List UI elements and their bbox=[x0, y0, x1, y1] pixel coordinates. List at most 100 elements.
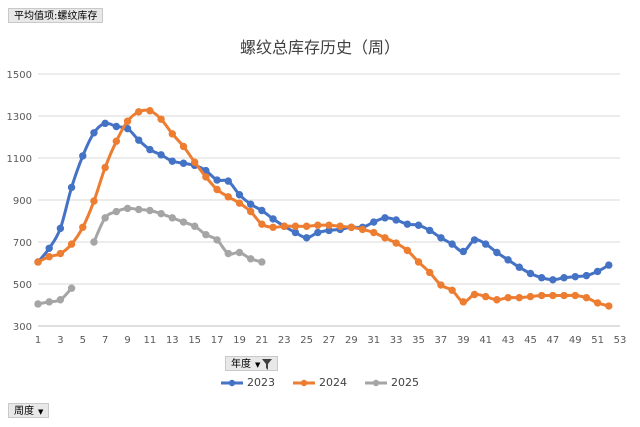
data-point-2024 bbox=[526, 292, 535, 301]
data-point-2023 bbox=[526, 269, 535, 278]
data-point-2024 bbox=[112, 137, 121, 145]
data-point-2024 bbox=[56, 249, 65, 258]
data-point-2024 bbox=[504, 293, 512, 302]
data-point-2025 bbox=[135, 205, 143, 214]
data-point-2023 bbox=[493, 248, 501, 257]
data-point-2023 bbox=[537, 274, 546, 282]
week-filter-button[interactable]: 周度 ▼ bbox=[8, 403, 50, 418]
data-point-2024 bbox=[459, 298, 468, 306]
data-point-2023 bbox=[235, 191, 244, 199]
data-point-2023 bbox=[56, 224, 65, 233]
data-point-2024 bbox=[79, 223, 87, 232]
data-point-2024 bbox=[101, 163, 109, 172]
data-point-2023 bbox=[101, 119, 109, 128]
x-tick-label: 7 bbox=[102, 335, 108, 346]
y-tick-label: 1300 bbox=[7, 112, 32, 123]
data-point-2024 bbox=[224, 193, 232, 201]
data-point-2024 bbox=[605, 302, 613, 310]
data-point-2024 bbox=[437, 281, 445, 289]
pivot-value-field-button[interactable]: 平均值项:螺纹库存 bbox=[8, 8, 104, 23]
x-tick-label: 23 bbox=[278, 335, 291, 346]
data-point-2024 bbox=[291, 222, 300, 230]
x-tick-label: 33 bbox=[390, 335, 403, 346]
x-tick-label: 3 bbox=[57, 335, 63, 346]
legend-item-2025: 2025 bbox=[365, 376, 419, 389]
pivot-value-field-label: 平均值项:螺纹库存 bbox=[14, 11, 98, 22]
data-point-2023 bbox=[582, 271, 591, 280]
data-point-2024 bbox=[190, 158, 199, 166]
data-point-2023 bbox=[426, 226, 434, 235]
data-point-2024 bbox=[582, 293, 591, 302]
data-point-2024 bbox=[123, 117, 132, 125]
data-point-2023 bbox=[515, 263, 523, 271]
dropdown-arrow-icon: ▼ bbox=[38, 408, 44, 416]
y-tick-label: 1500 bbox=[7, 70, 32, 81]
legend-marker-icon bbox=[365, 379, 387, 386]
series-line-2023 bbox=[36, 121, 610, 282]
legend-label: 2025 bbox=[391, 376, 419, 389]
data-point-2023 bbox=[79, 152, 87, 160]
data-point-2024 bbox=[593, 299, 602, 307]
data-point-2023 bbox=[381, 214, 389, 222]
x-tick-label: 19 bbox=[233, 335, 246, 346]
data-point-2023 bbox=[392, 216, 400, 224]
data-point-2023 bbox=[67, 183, 76, 192]
x-tick-label: 41 bbox=[479, 335, 492, 346]
data-point-2025 bbox=[258, 258, 266, 266]
data-point-2023 bbox=[414, 221, 423, 229]
data-point-2024 bbox=[470, 290, 479, 299]
data-point-2025 bbox=[34, 300, 42, 308]
data-point-2023 bbox=[470, 236, 479, 244]
data-point-2024 bbox=[90, 197, 98, 205]
data-point-2024 bbox=[280, 222, 288, 230]
data-point-2023 bbox=[437, 234, 445, 242]
x-tick-label: 11 bbox=[144, 335, 157, 346]
series-line-2024 bbox=[37, 108, 610, 308]
series-line-2025 bbox=[92, 206, 263, 264]
data-point-2025 bbox=[101, 214, 109, 222]
data-point-2023 bbox=[258, 206, 266, 215]
data-point-2024 bbox=[481, 292, 490, 301]
data-point-2025 bbox=[235, 248, 244, 257]
data-point-2025 bbox=[202, 230, 210, 239]
year-filter-button[interactable]: 年度 ▼ bbox=[225, 356, 279, 371]
data-point-2024 bbox=[179, 142, 188, 151]
data-point-2023 bbox=[605, 261, 613, 269]
data-point-2023 bbox=[213, 176, 221, 184]
data-point-2023 bbox=[269, 215, 277, 223]
data-point-2023 bbox=[168, 157, 177, 165]
data-point-2025 bbox=[45, 298, 53, 306]
data-point-2024 bbox=[336, 222, 344, 230]
data-point-2025 bbox=[190, 222, 199, 230]
x-tick-label: 25 bbox=[300, 335, 313, 346]
data-point-2024 bbox=[392, 239, 400, 247]
data-point-2024 bbox=[493, 296, 501, 304]
data-point-2024 bbox=[45, 253, 53, 261]
data-point-2025 bbox=[123, 204, 132, 213]
data-point-2023 bbox=[112, 122, 121, 131]
data-point-2024 bbox=[258, 220, 266, 228]
x-tick-label: 43 bbox=[502, 335, 515, 346]
data-point-2024 bbox=[168, 130, 177, 138]
data-point-2024 bbox=[537, 291, 546, 300]
data-point-2023 bbox=[179, 159, 188, 167]
data-point-2025 bbox=[112, 207, 121, 216]
y-tick-label: 900 bbox=[13, 196, 32, 207]
data-point-2024 bbox=[358, 225, 367, 234]
data-point-2023 bbox=[135, 136, 143, 144]
x-tick-label: 45 bbox=[524, 335, 537, 346]
x-tick-label: 13 bbox=[166, 335, 179, 346]
data-point-2024 bbox=[426, 268, 434, 277]
series-line-2025 bbox=[37, 287, 73, 306]
data-point-2025 bbox=[179, 218, 188, 226]
data-point-2024 bbox=[157, 115, 165, 123]
x-tick-label: 37 bbox=[435, 335, 448, 346]
data-point-2024 bbox=[515, 293, 523, 302]
x-tick-label: 9 bbox=[124, 335, 130, 346]
data-point-2025 bbox=[213, 236, 221, 244]
data-point-2025 bbox=[56, 296, 65, 304]
x-tick-label: 31 bbox=[367, 335, 380, 346]
data-point-2023 bbox=[291, 228, 300, 237]
data-point-2024 bbox=[370, 228, 378, 237]
